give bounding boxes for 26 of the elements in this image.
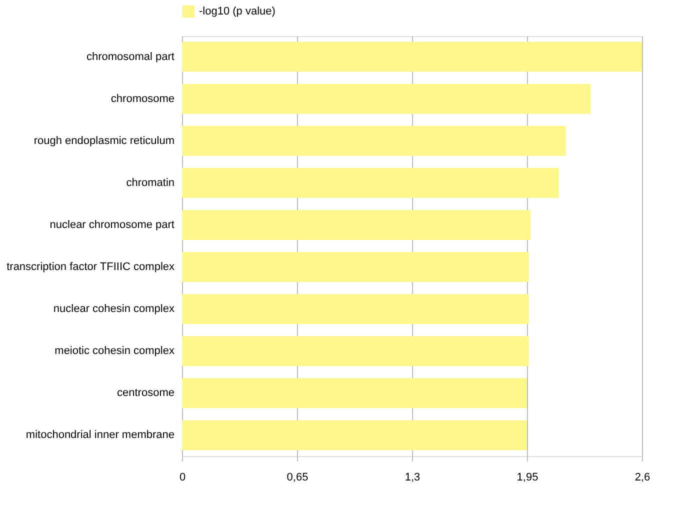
y-tick-label: rough endoplasmic reticulum bbox=[34, 134, 174, 147]
y-tick-label: centrosome bbox=[117, 387, 174, 400]
y-tick-label: chromosome bbox=[110, 92, 174, 105]
bar bbox=[182, 294, 529, 324]
bar bbox=[182, 420, 527, 450]
bar bbox=[182, 126, 566, 156]
bar bbox=[182, 378, 527, 408]
bar bbox=[182, 210, 531, 240]
x-tick-label: 0 bbox=[179, 472, 186, 484]
bar bbox=[182, 252, 529, 282]
bar bbox=[182, 42, 642, 72]
y-tick-label: nuclear cohesin complex bbox=[53, 303, 175, 316]
y-tick-label: nuclear chromosome part bbox=[50, 218, 174, 231]
y-tick-label: chromatin bbox=[126, 176, 174, 189]
bar bbox=[182, 168, 559, 198]
x-tick-label: 2,6 bbox=[634, 472, 650, 484]
bar bbox=[182, 84, 591, 114]
x-tick-label: 0,65 bbox=[286, 472, 308, 484]
y-tick-label: mitochondrial inner membrane bbox=[26, 429, 174, 442]
x-tick-label: 1,3 bbox=[404, 472, 420, 484]
y-tick-label: meiotic cohesin complex bbox=[54, 345, 175, 358]
bar bbox=[182, 336, 529, 366]
x-tick-label: 1,95 bbox=[516, 472, 538, 484]
legend-label: -log10 (p value) bbox=[199, 6, 276, 18]
y-tick-label: transcription factor TFIIIC complex bbox=[6, 261, 175, 274]
y-tick-label: chromosomal part bbox=[86, 50, 174, 63]
